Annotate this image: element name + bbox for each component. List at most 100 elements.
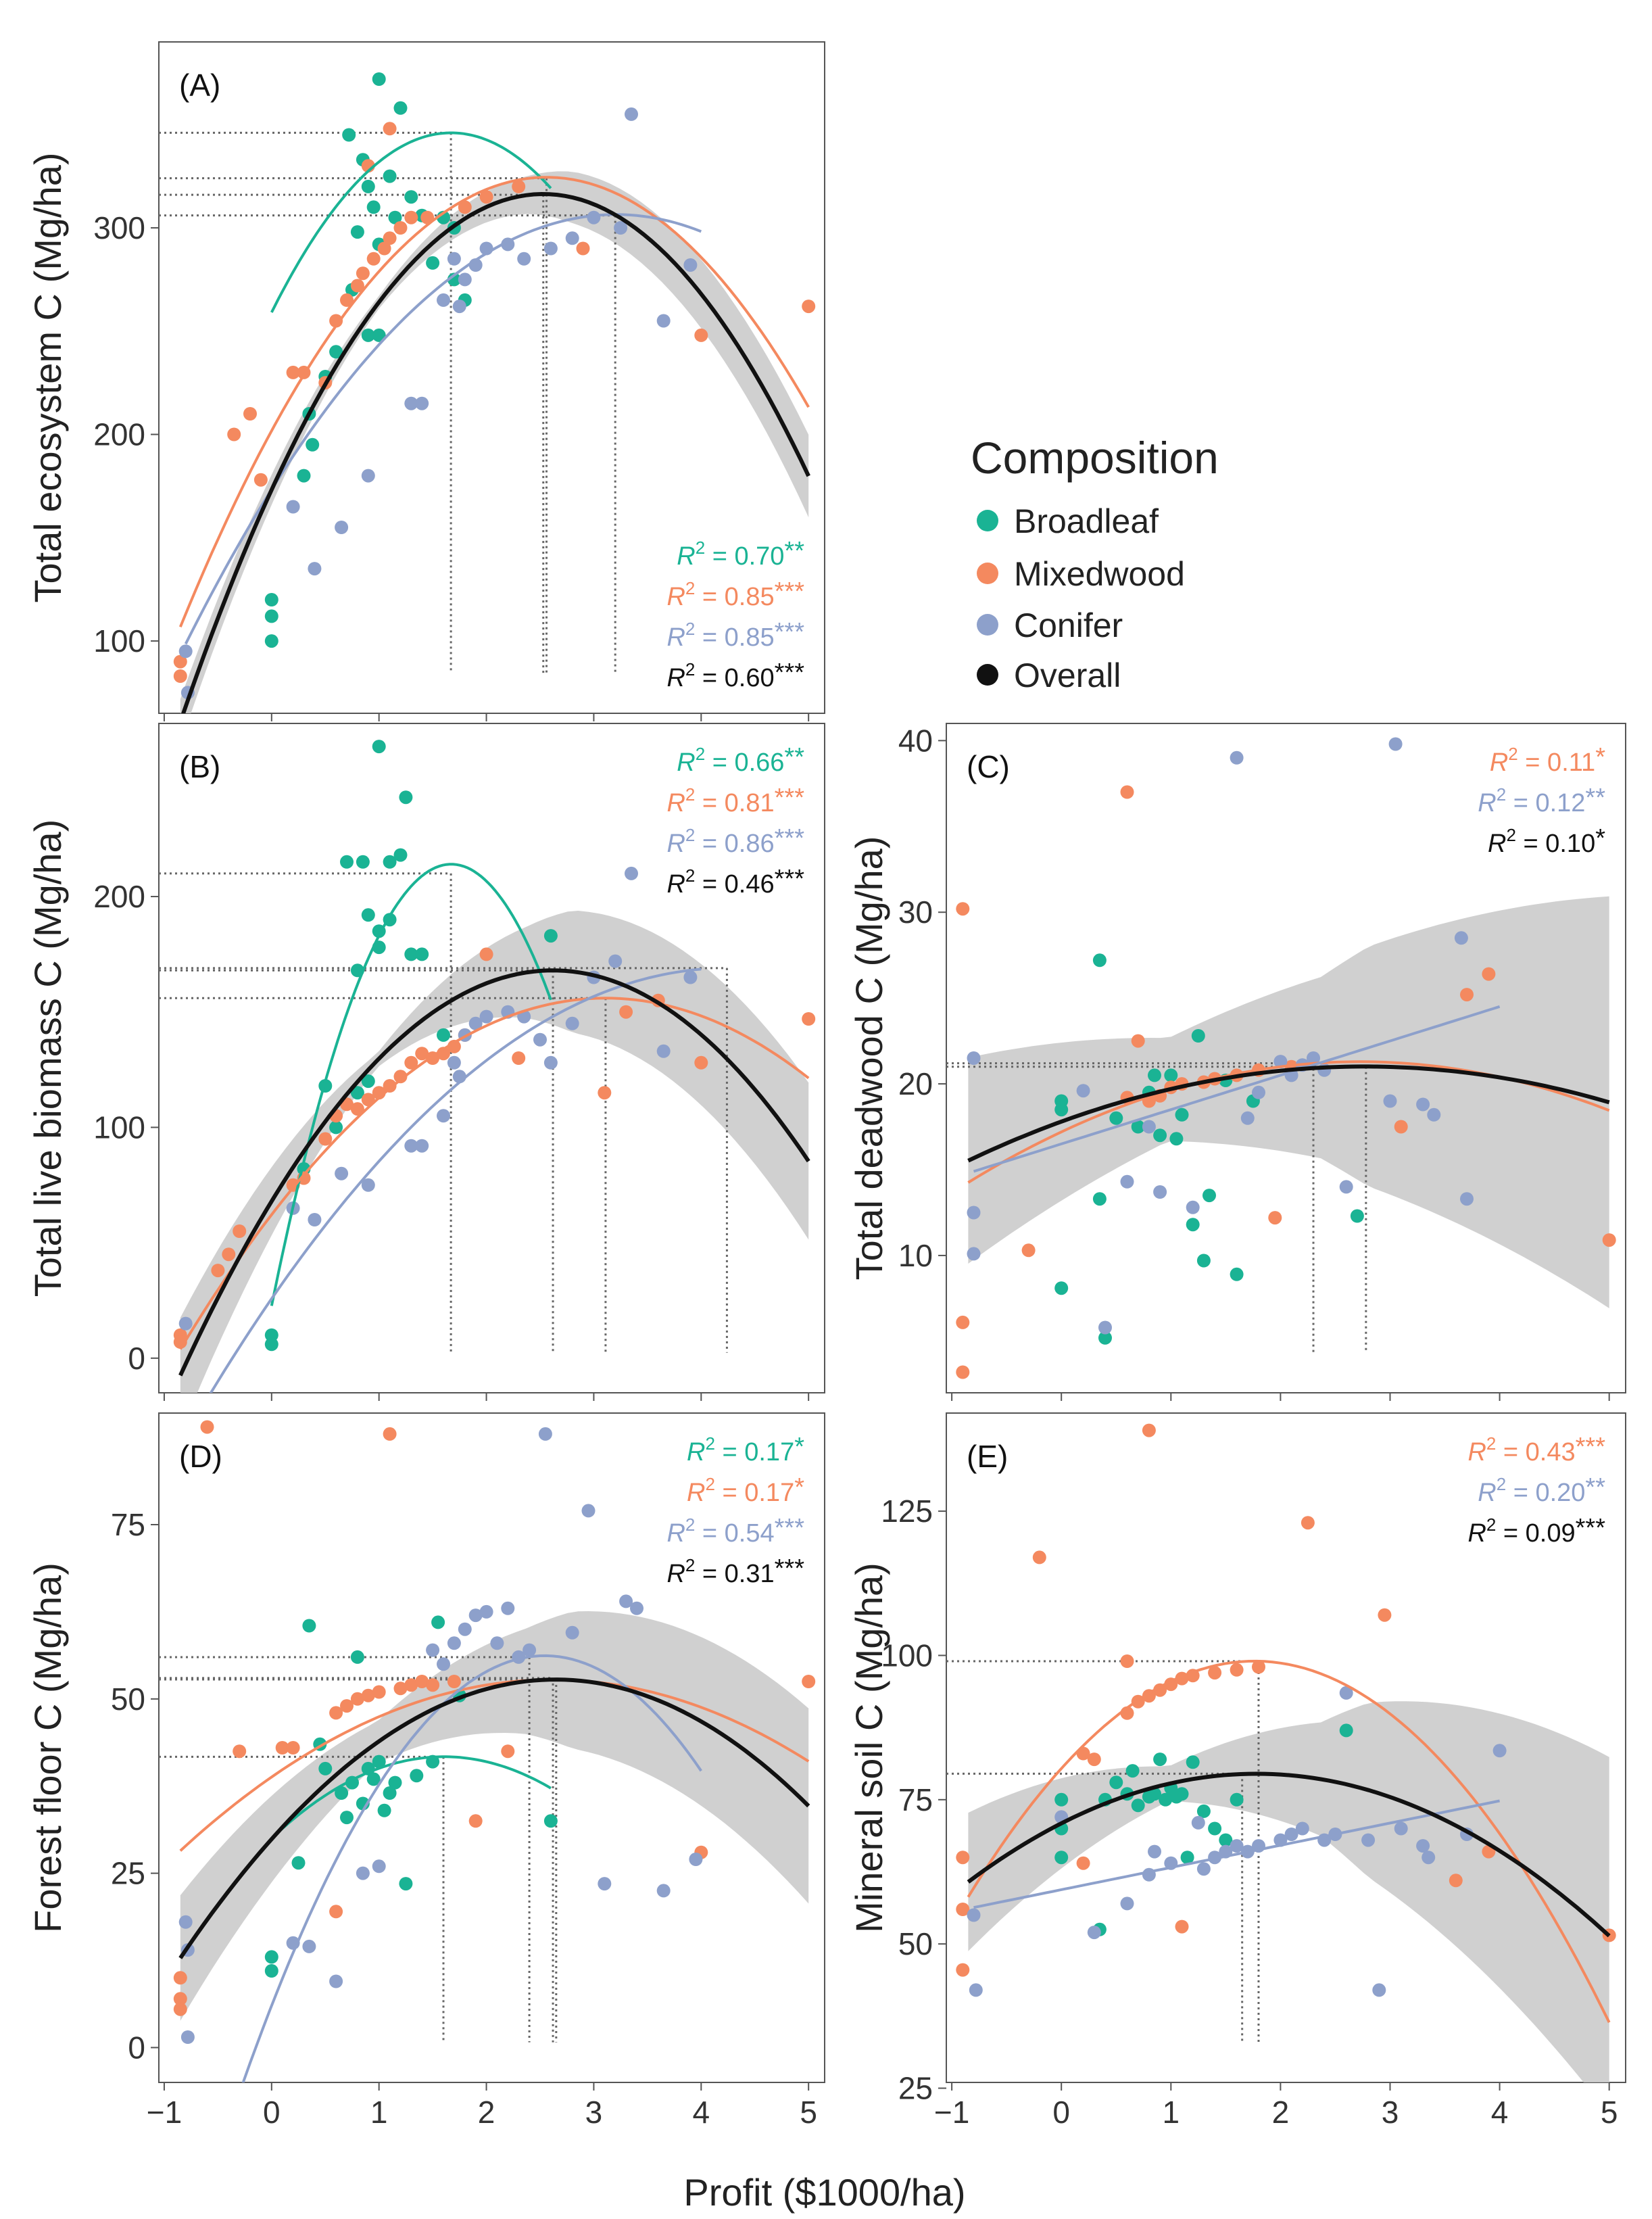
point-mixedwood — [1021, 1243, 1036, 1258]
point-mixedwood — [1131, 1034, 1145, 1048]
y-tick-label: 20 — [898, 1066, 933, 1101]
legend-label-mixedwood: Mixedwood — [1014, 555, 1185, 593]
point-broadleaf — [1196, 1254, 1211, 1268]
y-tick-label: 0 — [128, 2030, 145, 2065]
point-broadleaf — [350, 1650, 364, 1664]
point-mixedwood — [393, 1070, 408, 1084]
point-mixedwood — [956, 902, 970, 916]
overall-confidence-band — [180, 1611, 809, 2021]
point-broadleaf — [1153, 1128, 1167, 1143]
panel-c-total-deadwood-c: 10 20 30 40 Total deadwood C (Mg/ha) (C) R2 = … — [848, 723, 1626, 1401]
point-broadleaf — [356, 855, 370, 869]
point-mixedwood — [1175, 1919, 1189, 1934]
point-conifer — [335, 521, 349, 534]
point-broadleaf — [361, 179, 375, 193]
point-mixedwood — [383, 1427, 397, 1441]
point-conifer — [1454, 931, 1468, 945]
point-mixedwood — [383, 122, 397, 136]
point-conifer — [372, 1859, 386, 1874]
y-tick-label: 0 — [128, 1341, 145, 1376]
point-mixedwood — [233, 1224, 247, 1238]
point-conifer — [565, 231, 579, 245]
point-broadleaf — [1153, 1752, 1167, 1767]
point-conifer — [969, 1983, 983, 1997]
point-conifer — [1148, 1844, 1161, 1859]
point-conifer — [308, 562, 322, 576]
y-tick-label: 30 — [898, 894, 933, 930]
point-broadleaf — [1230, 1267, 1244, 1281]
y-tick-label: 200 — [93, 879, 145, 914]
point-mixedwood — [1208, 1666, 1222, 1680]
point-broadleaf — [361, 1074, 375, 1089]
legend-label-conifer: Conifer — [1014, 606, 1123, 644]
point-broadleaf — [1169, 1132, 1184, 1146]
point-conifer — [447, 252, 461, 266]
point-mixedwood — [253, 473, 268, 487]
point-conifer — [517, 252, 531, 266]
point-broadleaf — [1148, 1068, 1161, 1082]
point-mixedwood — [243, 407, 257, 421]
point-mixedwood — [404, 1678, 418, 1692]
point-broadleaf — [350, 225, 364, 239]
point-broadleaf — [366, 200, 381, 214]
point-mixedwood — [802, 300, 816, 314]
point-mixedwood — [501, 1744, 515, 1759]
y-tick-label: 75 — [111, 1507, 145, 1542]
point-broadleaf — [1186, 1218, 1200, 1232]
point-broadleaf — [297, 469, 311, 483]
point-broadleaf — [372, 740, 386, 754]
y-tick-label: 100 — [93, 623, 145, 659]
point-broadleaf — [1092, 953, 1107, 968]
fit-curve-conifer — [973, 1005, 1501, 1173]
r2-label-overall: R2 = 0.09*** — [1467, 1514, 1605, 1548]
point-conifer — [1120, 1896, 1134, 1911]
point-mixedwood — [286, 365, 300, 379]
point-mixedwood — [956, 1315, 970, 1329]
legend-title: Composition — [971, 433, 1219, 483]
point-broadleaf — [1230, 1792, 1244, 1807]
point-conifer — [437, 1657, 450, 1671]
point-mixedwood — [404, 210, 418, 224]
point-mixedwood — [222, 1247, 236, 1262]
point-mixedwood — [426, 1678, 440, 1692]
point-mixedwood — [956, 1365, 970, 1379]
point-broadleaf — [415, 947, 429, 961]
x-tick-label: 5 — [1601, 2095, 1618, 2130]
point-conifer — [356, 1866, 370, 1880]
point-mixedwood — [956, 1903, 970, 1916]
point-conifer — [1339, 1686, 1353, 1700]
point-conifer — [1372, 1983, 1386, 1997]
point-mixedwood — [458, 200, 472, 214]
r2-label-conifer: R2 = 0.12** — [1478, 784, 1605, 817]
point-conifer — [447, 1055, 461, 1070]
point-conifer — [437, 293, 450, 307]
point-conifer — [967, 1051, 981, 1065]
point-mixedwood — [173, 2002, 187, 2016]
point-broadleaf — [1208, 1821, 1222, 1836]
point-conifer — [656, 314, 671, 328]
panel-letter: (D) — [179, 1439, 222, 1474]
point-broadleaf — [1131, 1120, 1145, 1134]
point-conifer — [1230, 750, 1244, 765]
r2-label-overall: R2 = 0.10* — [1488, 824, 1605, 858]
point-conifer — [1087, 1926, 1101, 1940]
point-conifer — [361, 1178, 375, 1192]
point-broadleaf — [264, 1950, 278, 1964]
point-broadleaf — [388, 1775, 402, 1790]
point-broadleaf — [383, 169, 397, 183]
point-broadleaf — [383, 855, 397, 869]
x-tick-label: 2 — [478, 2095, 495, 2130]
point-conifer — [523, 1643, 537, 1657]
overall-confidence-band — [968, 896, 1609, 1308]
point-broadleaf — [1109, 1775, 1123, 1790]
point-conifer — [1098, 1320, 1112, 1335]
point-mixedwood — [173, 654, 187, 669]
point-broadleaf — [1175, 1107, 1189, 1122]
y-axis-title: Total deadwood C (Mg/ha) — [848, 836, 890, 1281]
plot-area — [946, 737, 1616, 1379]
point-mixedwood — [694, 328, 708, 342]
point-broadleaf — [291, 1856, 306, 1870]
point-mixedwood — [329, 1905, 343, 1919]
point-conifer — [490, 1636, 504, 1650]
point-broadleaf — [1202, 1189, 1216, 1203]
